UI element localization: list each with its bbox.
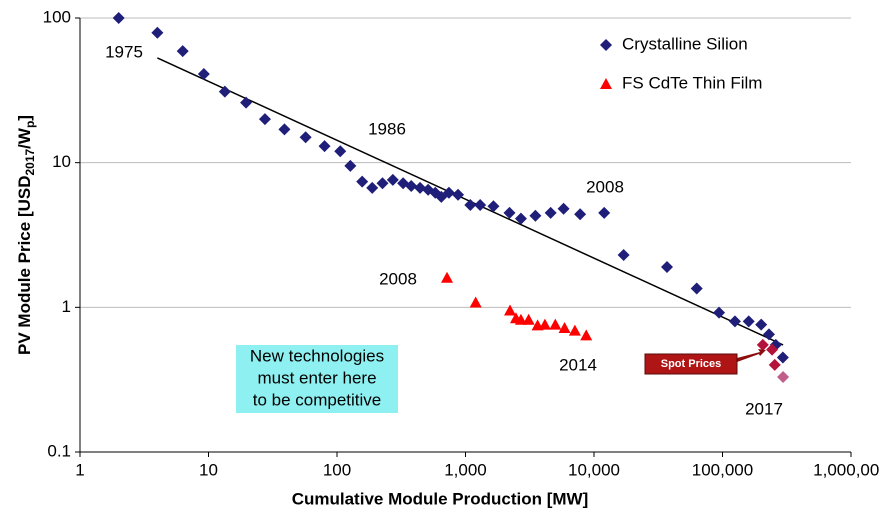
x-axis-title: Cumulative Module Production [MW] — [292, 489, 589, 508]
y-title-part: PV Module Price [USD — [15, 176, 34, 355]
y-title-sub: 2017 — [23, 148, 37, 175]
x-tick-label: 100,000 — [692, 460, 753, 479]
point — [522, 313, 535, 325]
y-tick-label: 100 — [43, 7, 71, 26]
point — [405, 179, 418, 192]
point — [112, 12, 125, 24]
point — [713, 306, 726, 319]
point — [742, 315, 755, 328]
point — [598, 206, 611, 219]
point — [464, 198, 477, 211]
y-title-sub: p — [23, 121, 37, 128]
point — [661, 261, 674, 274]
point — [580, 329, 593, 341]
x-tick-label: 1,000 — [444, 460, 487, 479]
y-title-part: ] — [15, 115, 34, 121]
x-tick-label: 100 — [323, 460, 351, 479]
point — [776, 351, 789, 364]
point — [487, 200, 500, 213]
point — [278, 123, 291, 136]
spot-box — [644, 353, 738, 375]
annotation: 1986 — [368, 119, 406, 138]
point — [503, 206, 516, 219]
note-line: must enter here — [257, 368, 376, 387]
point — [452, 188, 465, 201]
annotation: 2008 — [586, 177, 624, 196]
point — [441, 271, 454, 283]
y-tick-label: 10 — [52, 152, 71, 171]
point — [762, 328, 775, 341]
point — [755, 318, 768, 331]
point — [568, 324, 581, 336]
legend-label: FS CdTe Thin Film — [622, 73, 762, 92]
point — [766, 343, 779, 356]
x-tick-label: 1 — [75, 460, 84, 479]
spot-label: Spot Prices — [661, 358, 722, 370]
point — [514, 313, 527, 325]
annotation: 2017 — [745, 399, 783, 418]
point — [504, 304, 517, 316]
point — [574, 208, 587, 221]
point — [334, 145, 347, 158]
x-tick-label: 10,000 — [568, 460, 620, 479]
point — [356, 175, 369, 188]
point — [442, 186, 455, 199]
point — [366, 181, 379, 194]
point — [218, 85, 231, 98]
y-title-part: /W — [15, 127, 34, 149]
note-line: New technologies — [250, 346, 384, 365]
x-tick-label: 1,000,000 — [813, 460, 879, 479]
point — [728, 315, 741, 328]
legend-marker — [600, 39, 612, 51]
legend-label: Crystalline Silion — [622, 34, 748, 53]
point — [514, 212, 527, 225]
point — [777, 370, 790, 383]
point — [151, 26, 164, 39]
y-tick-label: 0.1 — [47, 441, 71, 460]
annotation: 2008 — [379, 269, 417, 288]
note-line: to be competitive — [253, 390, 382, 409]
point — [197, 68, 210, 81]
point — [544, 206, 557, 219]
point — [690, 282, 703, 295]
point — [240, 96, 253, 109]
y-tick-label: 1 — [62, 297, 71, 316]
point — [529, 209, 542, 222]
point — [469, 296, 482, 308]
annotation: 1975 — [105, 42, 143, 61]
point — [538, 318, 551, 330]
point — [617, 249, 630, 262]
annotation: 2014 — [559, 355, 597, 374]
point — [344, 159, 357, 172]
point — [258, 113, 271, 126]
y-axis-title: PV Module Price [USD2017/Wp] — [15, 115, 37, 355]
point — [299, 131, 312, 144]
point — [558, 321, 571, 333]
x-tick-label: 10 — [199, 460, 218, 479]
point — [386, 173, 399, 186]
legend-marker — [600, 78, 612, 89]
spot-arrow — [737, 349, 766, 362]
point — [318, 140, 331, 153]
point — [414, 181, 427, 194]
point — [768, 358, 781, 371]
point — [376, 177, 389, 190]
point — [756, 338, 769, 351]
point — [176, 45, 189, 58]
point — [474, 198, 487, 211]
note-box — [236, 345, 398, 413]
point — [557, 202, 570, 215]
point — [549, 318, 562, 330]
